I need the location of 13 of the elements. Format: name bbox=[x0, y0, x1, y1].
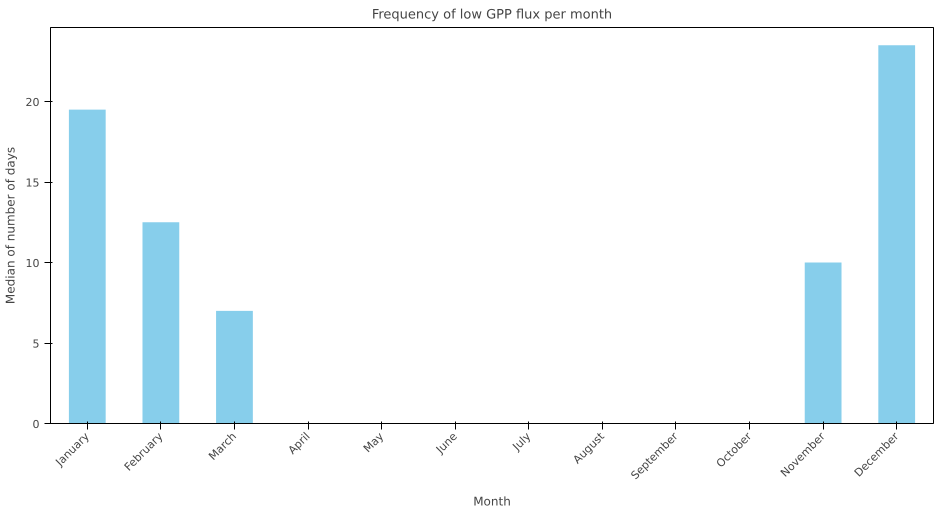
bar bbox=[878, 45, 916, 424]
y-tick-label: 20 bbox=[26, 96, 40, 110]
y-tick-label: 10 bbox=[26, 257, 40, 270]
x-axis-title: Month bbox=[473, 494, 511, 509]
y-tick-label: 5 bbox=[32, 338, 40, 351]
bar bbox=[68, 110, 106, 424]
bar bbox=[804, 262, 842, 424]
bar bbox=[216, 310, 253, 424]
y-tick-label: 15 bbox=[26, 176, 40, 190]
bar bbox=[142, 222, 180, 424]
y-tick-label: 0 bbox=[32, 418, 40, 431]
chart-title: Frequency of low GPP flux per month bbox=[372, 8, 612, 22]
y-axis-title: Median of number of days bbox=[4, 146, 18, 304]
